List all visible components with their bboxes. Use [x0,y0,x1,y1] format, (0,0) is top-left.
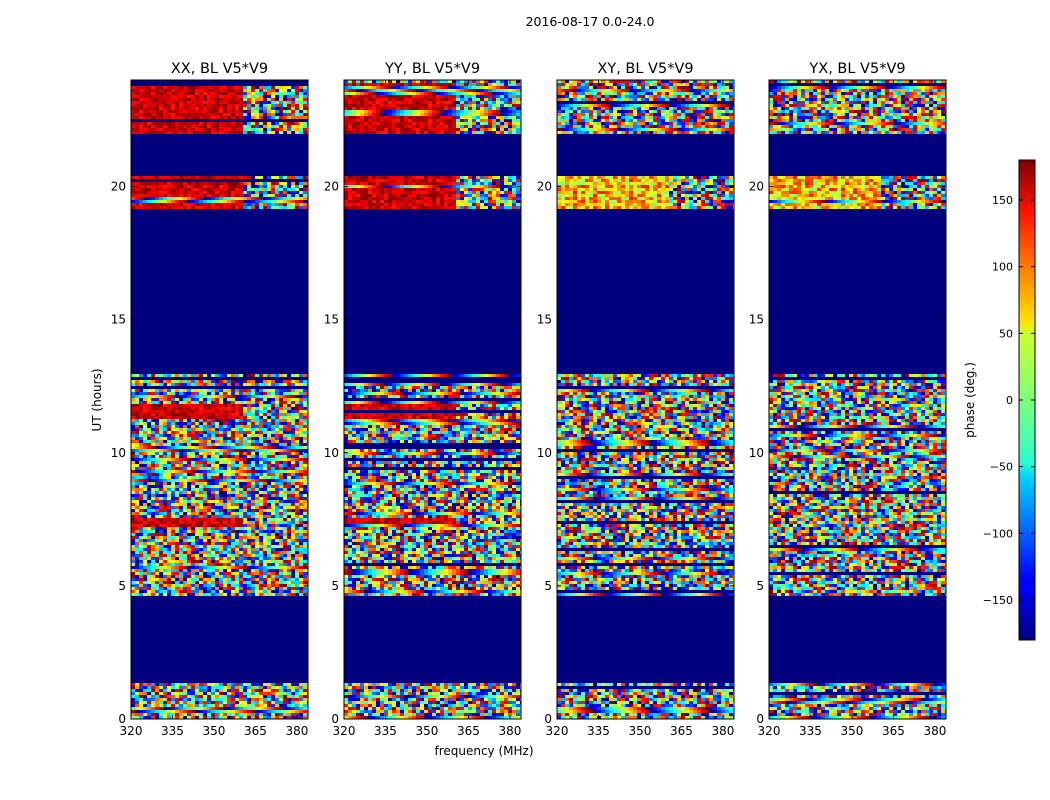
y-tick-label: 20 [324,180,339,194]
x-tick-label: 335 [587,724,610,738]
x-tick-label: 320 [333,724,356,738]
colorbar-ticks: 150 100 50 0 −50 −100 −150 [983,194,1035,607]
y-tick-label: 20 [111,180,126,194]
panel-yy: YY, BL V5*V9 320 335 350 365 380 0 5 10 15 20 [324,61,522,738]
panel-title: XY, BL V5*V9 [597,61,693,77]
x-tick-label: 335 [374,724,397,738]
x-tick-label: 380 [923,724,946,738]
x-tick-label: 380 [711,724,734,738]
panel-title: XX, BL V5*V9 [171,61,268,77]
y-tick-label: 15 [111,313,126,327]
y-tick-label: 5 [331,579,339,593]
panel-image [344,80,521,719]
y-axis-label: UT (hours) [90,368,104,431]
y-tick-label: 10 [111,446,126,460]
panel-frame [130,79,309,720]
panel-image [131,80,308,719]
x-tick-label: 320 [120,724,143,738]
y-tick-label: 10 [324,446,339,460]
y-tick-label: 0 [331,712,339,726]
colorbar-tick-label: −50 [990,461,1013,474]
figure-suptitle: 2016-08-17 0.0-24.0 [526,14,655,29]
x-tick-label: 335 [799,724,822,738]
x-tick-label: 350 [416,724,439,738]
panel-image [557,80,734,719]
y-tick-label: 5 [118,579,126,593]
y-tick-label: 10 [749,446,764,460]
panel-frame [343,79,522,720]
x-tick-label: 320 [758,724,781,738]
x-axis-label: frequency (MHz) [434,744,533,758]
y-tick-label: 20 [749,180,764,194]
x-tick-label: 320 [546,724,569,738]
y-tick-label: 15 [749,313,764,327]
x-tick-label: 350 [841,724,864,738]
x-tick-label: 365 [882,724,905,738]
panel-xx: XX, BL V5*V9 320 335 350 365 380 0 5 10 15 20 [111,61,309,738]
colorbar-tick-label: 0 [1006,394,1013,407]
y-tick-label: 0 [544,712,552,726]
panel-frame [556,79,735,720]
colorbar-tick-label: 50 [999,327,1013,340]
y-tick-label: 15 [537,313,552,327]
colorbar-tick-label: 100 [992,261,1013,274]
panel-xy: XY, BL V5*V9 320 335 350 365 380 0 5 10 15 20 [537,61,735,738]
y-tick-label: 0 [118,712,126,726]
x-tick-label: 365 [670,724,693,738]
x-tick-label: 350 [203,724,226,738]
colorbar-tick-label: 150 [992,194,1013,207]
y-tick-label: 5 [544,579,552,593]
colorbar-tick-label: −100 [983,527,1013,540]
x-tick-label: 365 [457,724,480,738]
x-tick-label: 335 [161,724,184,738]
colorbar: 150 100 50 0 −50 −100 −150 phase (deg.) [963,159,1036,641]
colorbar-label: phase (deg.) [963,362,977,438]
y-tick-label: 5 [756,579,764,593]
panel-title: YX, BL V5*V9 [808,61,905,77]
panel-title: YY, BL V5*V9 [384,61,480,77]
x-tick-label: 365 [244,724,267,738]
panel-yx: YX, BL V5*V9 320 335 350 365 380 0 5 10 15 20 [749,61,947,738]
panel-frame [768,79,947,720]
y-tick-label: 15 [324,313,339,327]
y-tick-label: 10 [537,446,552,460]
x-tick-label: 350 [629,724,652,738]
x-tick-label: 380 [498,724,521,738]
x-tick-label: 380 [285,724,308,738]
panel-image [769,80,946,719]
y-tick-label: 0 [756,712,764,726]
colorbar-tick-label: −150 [983,594,1013,607]
y-tick-label: 20 [537,180,552,194]
